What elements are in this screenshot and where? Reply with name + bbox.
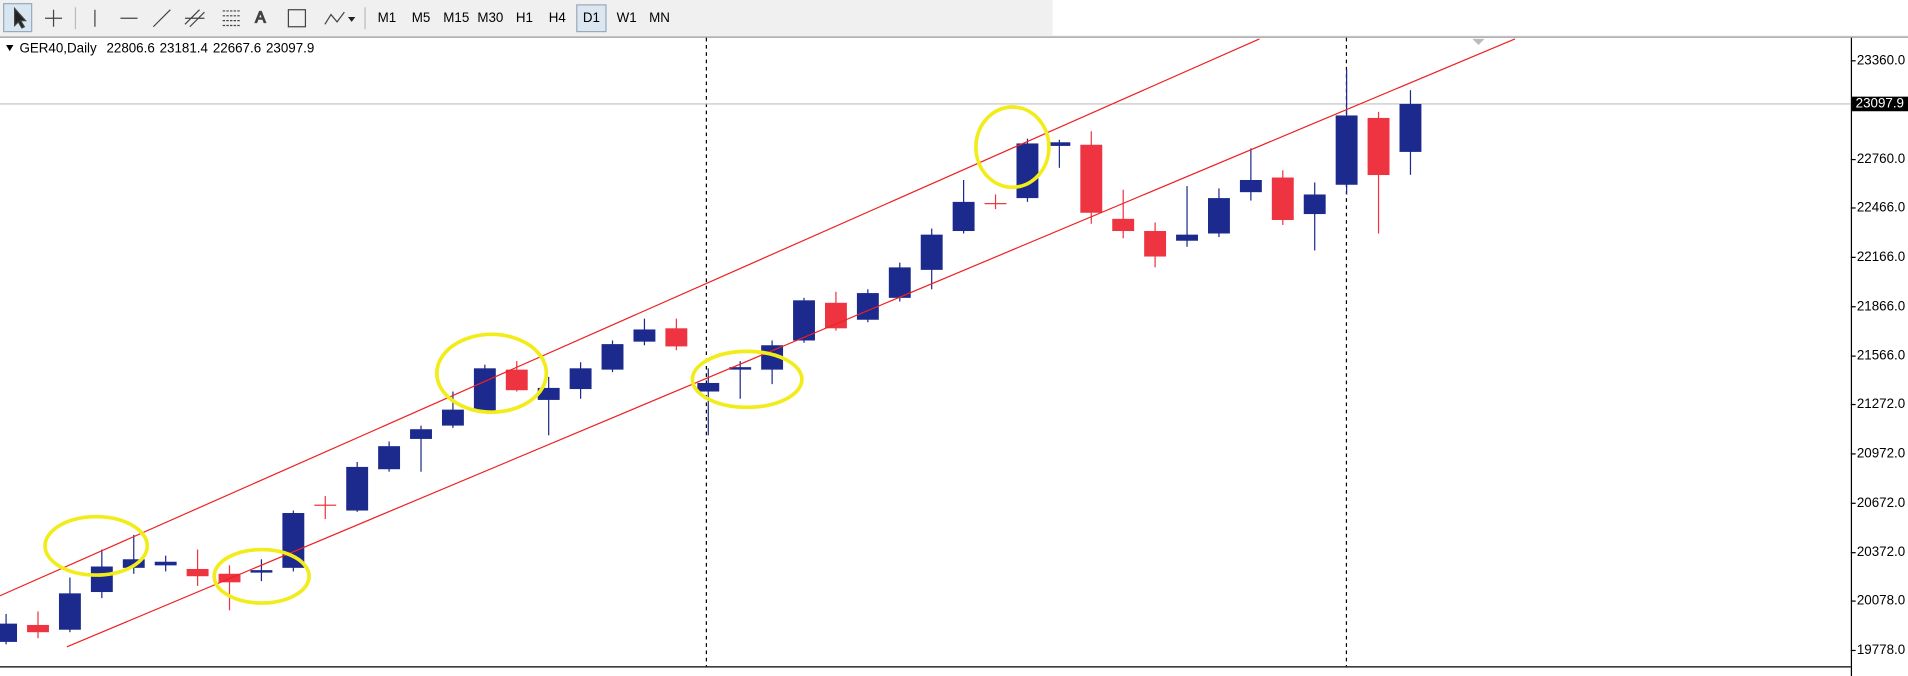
highlight [435,332,549,414]
candle-body [314,504,337,506]
candle-body [793,300,815,341]
y-tick-label: 20672.0 [1857,495,1905,510]
header-close: 23097.9 [266,40,314,55]
y-tick-label: 22166.0 [1857,249,1905,264]
separator [74,7,366,30]
candle-body [697,382,720,392]
chart-header: GER40,Daily 22806.6 23181.4 22667.6 23097.9 [19,40,314,55]
candle-body [0,623,18,642]
candle-body [1144,231,1167,257]
candle-body [1048,142,1071,146]
candle-body [601,344,624,370]
candle-body [1208,198,1230,234]
selected-timeframe [576,4,607,33]
header-low: 22667.6 [213,40,261,55]
candle-body [1080,144,1103,213]
candle-body [250,570,273,573]
highlight [43,514,150,577]
y-tick-label: 19778.0 [1857,642,1905,657]
chart-area [0,36,1908,676]
candle-body [984,203,1007,205]
candle-body [665,328,688,347]
label-icon[interactable] [287,9,307,28]
candle-body [1335,115,1358,185]
candle-body [58,593,81,630]
candle-body [346,466,369,511]
candle-body [154,561,177,566]
candle-body [186,568,209,577]
y-tick-label: 20972.0 [1857,445,1905,460]
toolbar-blank [1052,0,1908,36]
y-tick-label: 21866.0 [1857,298,1905,313]
candle-body [378,446,401,470]
channel-icon[interactable] [184,9,205,28]
current-price-label: 23097.9 [1856,95,1904,110]
crosshair-icon[interactable] [45,9,63,27]
header-arrow [6,44,14,52]
candle-body [1112,218,1135,232]
timeframe-button[interactable]: M30 [477,10,503,25]
candle-body [952,201,975,232]
candle-body [1239,179,1262,193]
candle-body [1016,143,1039,199]
candle-body [90,566,113,593]
candle-body [888,267,911,298]
candle-body [441,409,464,426]
drawing-tools: A [3,3,366,33]
timeframe-button[interactable]: W1 [617,10,637,25]
highlight [974,105,1051,190]
highlight [690,349,804,410]
candles [0,69,1851,645]
highlight-circles [43,105,1051,605]
timeframe-button[interactable]: M5 [412,10,431,25]
channel-lower [66,38,1516,648]
header-open: 22806.6 [106,40,154,55]
y-tick-label: 23360.0 [1857,52,1905,67]
timeframe-button[interactable]: H1 [516,10,533,25]
candle-body [410,429,432,439]
fibo-icon[interactable] [222,10,240,27]
arrows-icon[interactable] [324,11,345,25]
y-tick-label: 22760.0 [1857,151,1905,166]
cursor-icon [13,6,27,29]
y-tick-label: 22466.0 [1857,200,1905,215]
candle-body [1303,194,1326,215]
candle-body [633,329,656,342]
y-tick-label: 21566.0 [1857,348,1905,363]
candle-body [856,293,879,320]
y-tick-label: 20372.0 [1857,544,1905,559]
timeframe-button[interactable]: D1 [583,10,600,25]
candle-body [1176,234,1198,241]
candle-body [1271,177,1294,220]
candle-body [473,368,496,411]
highlight [212,547,311,605]
timeframe-button[interactable]: MN [649,10,670,25]
candle-body [1367,117,1390,176]
candle-body [27,624,49,633]
price-label-box [1852,96,1908,112]
y-tick-label: 21272.0 [1857,396,1905,411]
header-high: 23181.4 [160,40,209,55]
timeframe-button[interactable]: H4 [549,10,567,25]
candle-body [1399,103,1422,152]
text-tool[interactable]: A [255,9,267,27]
dropdown-arrow[interactable] [348,17,356,22]
y-tick-label: 20078.0 [1857,593,1905,608]
candle-body [505,369,528,391]
channel-upper [0,38,1260,597]
shift-marker [1472,38,1485,45]
candle-body [569,368,592,390]
candle-body [729,367,752,370]
timeframe-button[interactable]: M1 [378,10,397,25]
timeframe-button[interactable]: M15 [443,10,469,25]
trendline-icon[interactable] [152,9,171,28]
candle-body [920,234,943,270]
candle-body [537,387,560,400]
chart-title: GER40,Daily [19,40,97,55]
